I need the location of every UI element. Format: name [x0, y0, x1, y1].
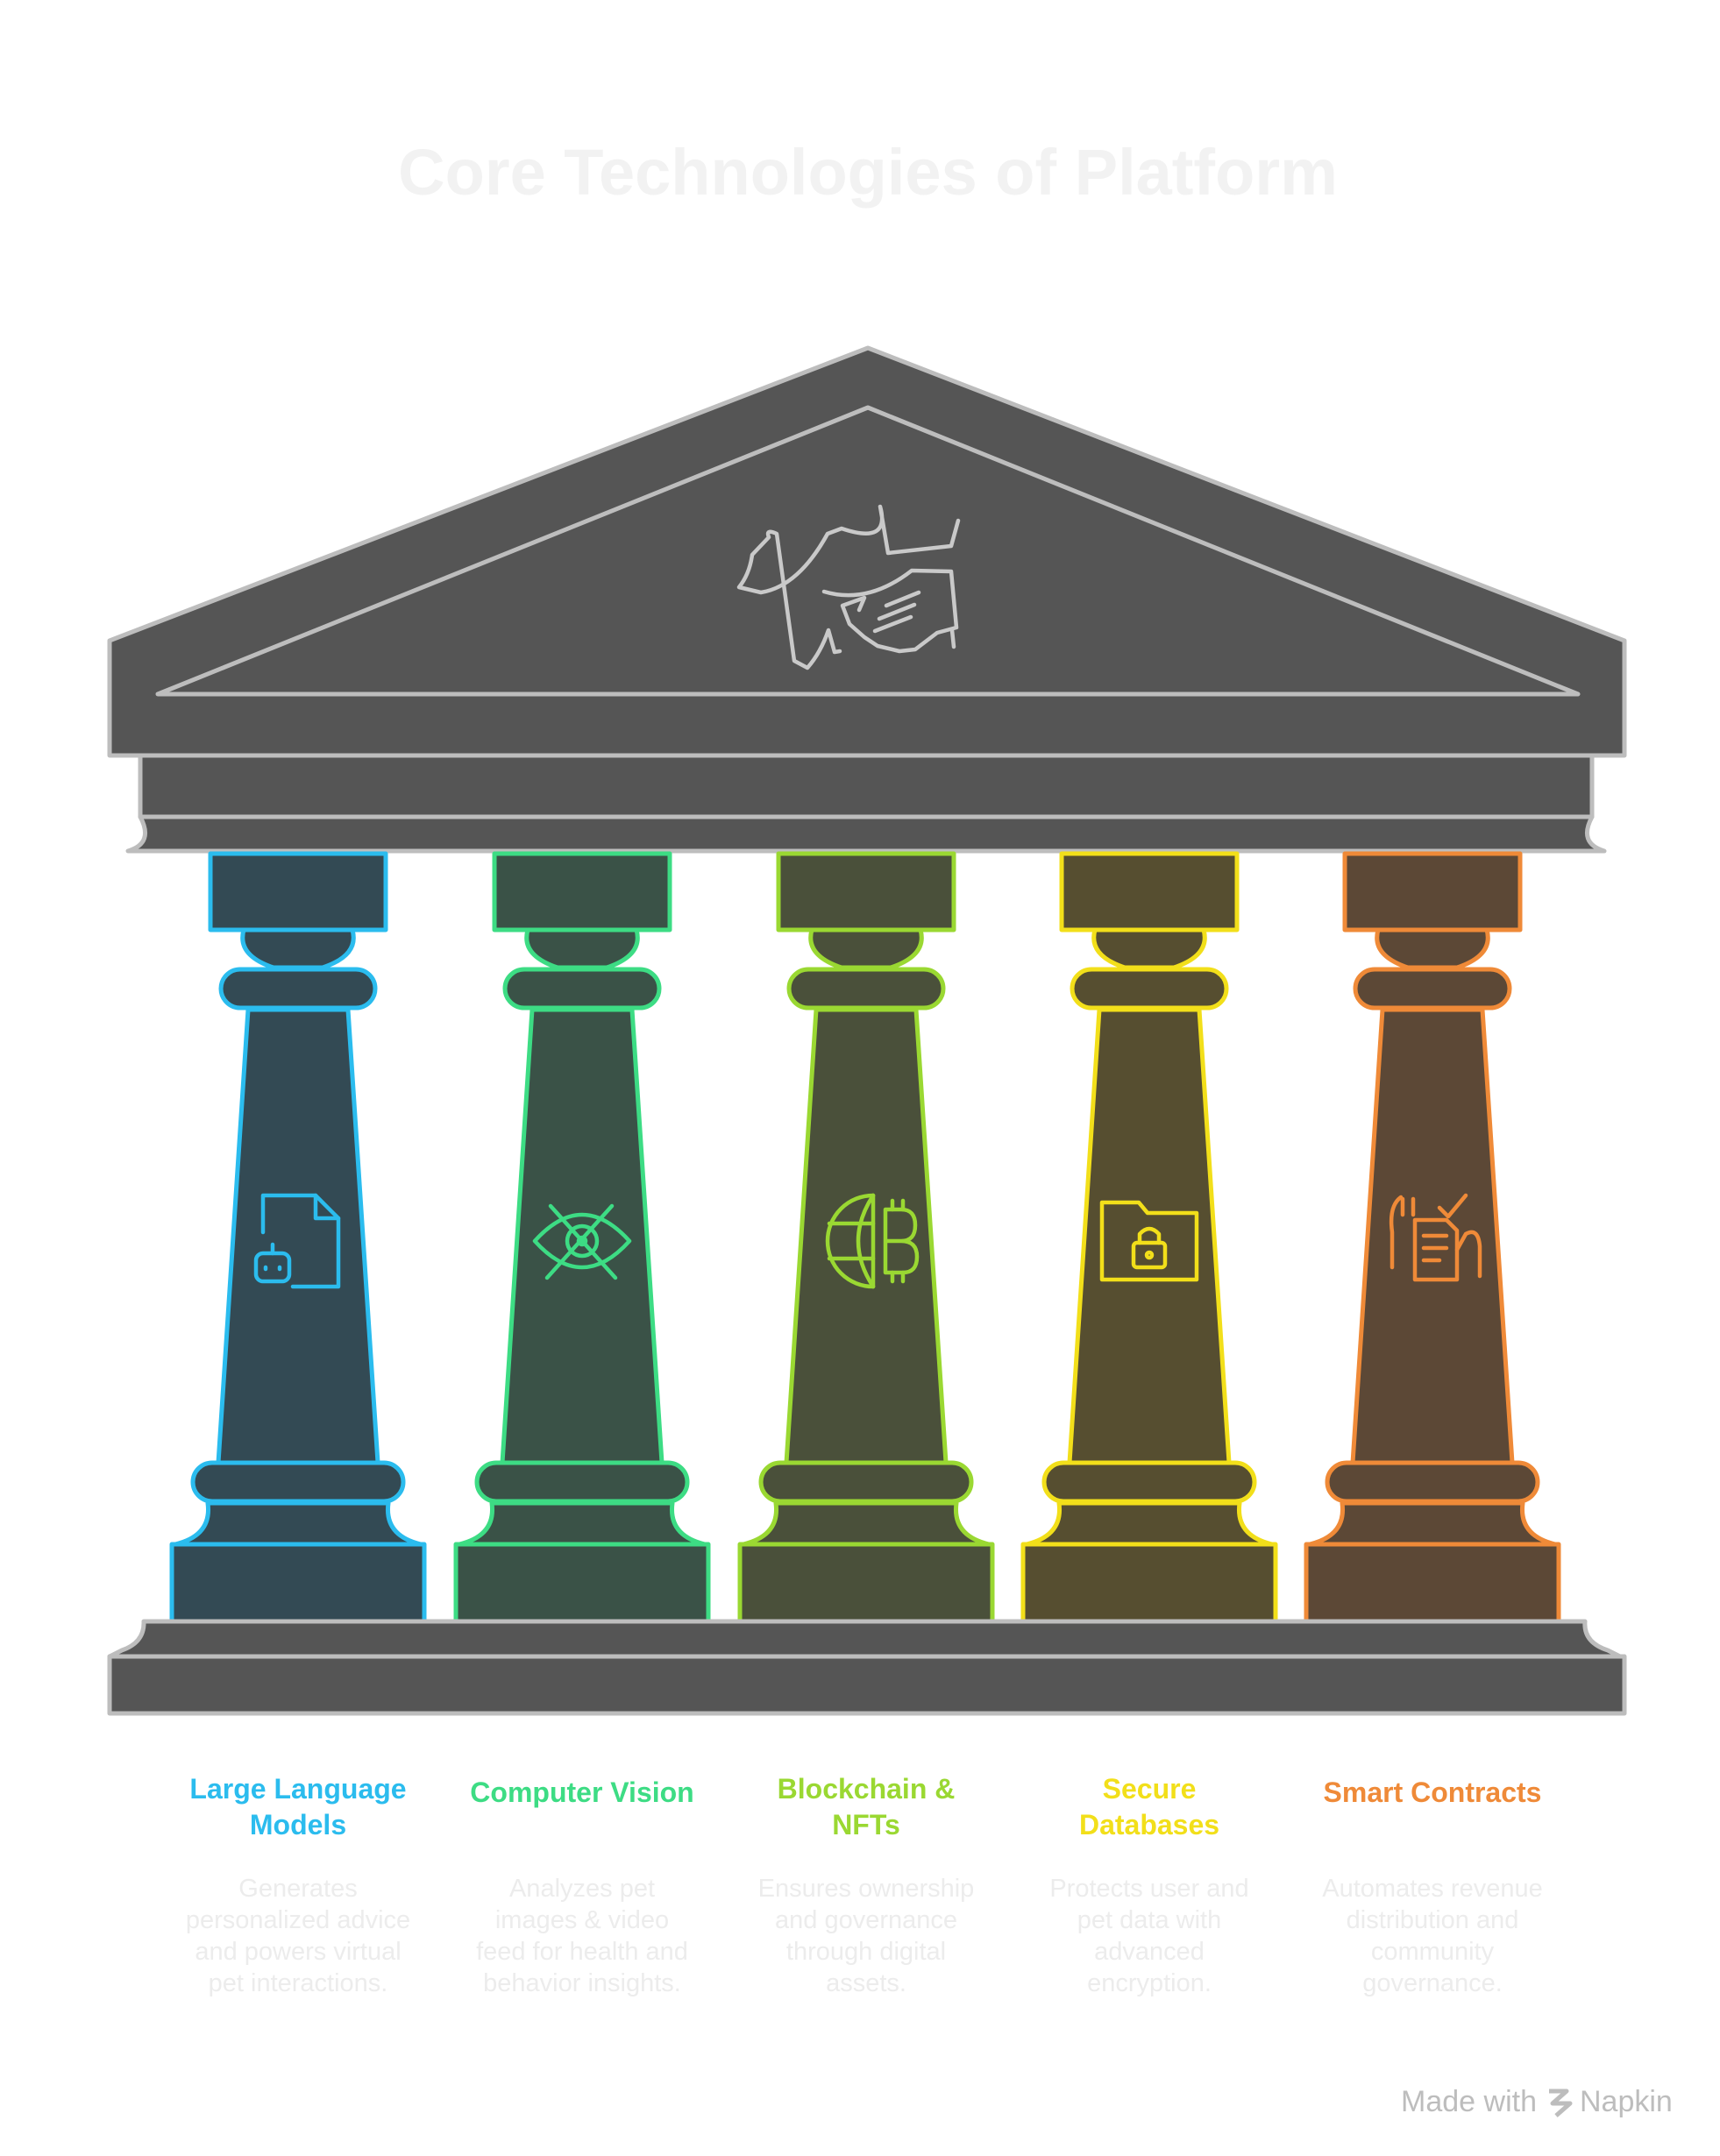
pillar-description-line: Automates revenue: [1322, 1875, 1542, 1903]
pillar-label-line: Computer Vision: [470, 1777, 693, 1808]
pillar-capital: [1059, 851, 1240, 933]
pillar-description-line: and governance: [775, 1906, 957, 1934]
pillar-upper-ring: [1353, 967, 1512, 1011]
pillar-capital: [492, 851, 672, 933]
pillar-description-line: Ensures ownership: [758, 1875, 975, 1903]
pillar-description-line: governance.: [1362, 1969, 1503, 1997]
napkin-watermark: Made with Napkin: [1401, 2085, 1673, 2118]
pillar-3: [737, 851, 995, 1624]
pillar-description: Ensures ownership and governance through d…: [758, 1875, 975, 1997]
dog-hand-icon: [736, 504, 961, 670]
pillar-label-line: Models: [250, 1809, 346, 1840]
locked-folder-icon: [1099, 1200, 1199, 1282]
pillar-description-line: images & video: [495, 1906, 669, 1934]
pillar-foot: [457, 1500, 707, 1547]
napkin-logo-icon: [1549, 2089, 1573, 2117]
temple-base: [107, 1619, 1627, 1716]
base-slab: [107, 1654, 1627, 1716]
eye-slash-icon: [532, 1203, 632, 1280]
capital-beam: [125, 814, 1607, 854]
temple-roof: [107, 345, 1627, 854]
pediment: [107, 345, 1627, 758]
pillar-description-line: behavior insights.: [483, 1969, 681, 1997]
pillar-plinth: [169, 1542, 427, 1624]
pillar-5: [1304, 851, 1561, 1624]
pillar-upper-ring: [502, 967, 662, 1011]
pillar-label: Secure Databases: [1079, 1773, 1219, 1840]
pillar-description-line: Analyzes pet: [509, 1875, 655, 1903]
pillar-description-line: Generates: [238, 1875, 357, 1903]
pillar-lower-ring: [1041, 1460, 1257, 1504]
pillar-capital: [1342, 851, 1523, 933]
pillar-description-line: advanced: [1094, 1938, 1205, 1966]
pillar-neck: [240, 927, 356, 970]
pillar-foot: [1024, 1500, 1275, 1547]
pillar-labels: Large Language Models Generates personalize…: [186, 1773, 1543, 1997]
pillar-shaft: [1067, 1007, 1232, 1465]
pillar-lower-ring: [758, 1460, 974, 1504]
pillar-2: [453, 851, 711, 1624]
pillar-description-line: encryption.: [1087, 1969, 1212, 1997]
entablature: [138, 753, 1595, 819]
pillar-plinth: [453, 1542, 711, 1624]
pillar-4: [1020, 851, 1278, 1624]
pillar-description-line: and powers virtual: [195, 1938, 401, 1966]
pillar-upper-ring: [218, 967, 378, 1011]
pillar-plinth: [737, 1542, 995, 1624]
pillar-plinth: [1020, 1542, 1278, 1624]
pillar-description-line: distribution and: [1347, 1906, 1519, 1934]
pillar-1: [169, 851, 427, 1624]
pillar-neck: [808, 927, 924, 970]
pillar-upper-ring: [786, 967, 946, 1011]
pillar-neck: [1375, 927, 1490, 970]
pillar-label-line: Secure: [1103, 1773, 1197, 1805]
pillar-lower-ring: [1325, 1460, 1540, 1504]
pillar-foot: [1307, 1500, 1558, 1547]
pillar-label: Blockchain & NFTs: [778, 1773, 956, 1840]
pillar-description-line: community: [1371, 1938, 1495, 1966]
pillar-lower-ring: [190, 1460, 406, 1504]
pillar-description-line: personalized advice: [186, 1906, 410, 1934]
watermark-prefix: Made with: [1401, 2085, 1537, 2118]
pillar-foot: [741, 1500, 991, 1547]
pillar-description-line: Protects user and: [1049, 1875, 1248, 1903]
pillar-label-line: Blockchain &: [778, 1773, 956, 1805]
contract-hands-icon: [1389, 1193, 1482, 1282]
pillar-upper-ring: [1070, 967, 1229, 1011]
pillar-shaft: [216, 1007, 380, 1465]
pillars: [169, 851, 1561, 1624]
pillar-label: Computer Vision: [470, 1777, 693, 1808]
pillar-label-line: NFTs: [832, 1809, 900, 1840]
watermark-brand: Napkin: [1580, 2085, 1673, 2118]
pillar-description: Generates personalized advice and powers v…: [186, 1875, 410, 1997]
pillar-neck: [524, 927, 640, 970]
robot-document-icon: [253, 1193, 341, 1289]
pillar-neck: [1091, 927, 1207, 970]
pillar-foot: [173, 1500, 423, 1547]
pillar-label-line: Smart Contracts: [1324, 1777, 1542, 1808]
pillar-description: Protects user and pet data with advanced en…: [1049, 1875, 1248, 1997]
pillar-plinth: [1304, 1542, 1561, 1624]
pillar-capital: [776, 851, 956, 933]
pillar-label-line: Large Language: [189, 1773, 406, 1805]
pillar-shaft: [784, 1007, 949, 1465]
pillar-description-line: feed for health and: [476, 1938, 688, 1966]
base-step: [107, 1619, 1623, 1659]
pillar-description-line: through digital: [786, 1938, 946, 1966]
pillar-lower-ring: [474, 1460, 690, 1504]
pillar-label: Large Language Models: [189, 1773, 406, 1840]
pillar-description: Analyzes pet images & video feed for healt…: [476, 1875, 688, 1997]
pillar-label: Smart Contracts: [1324, 1777, 1542, 1808]
pillar-label-line: Databases: [1079, 1809, 1219, 1840]
globe-bitcoin-icon: [825, 1193, 920, 1289]
pillar-description-line: assets.: [826, 1969, 906, 1997]
page-title: Core Technologies of Platform: [398, 136, 1338, 209]
pillar-description-line: pet interactions.: [209, 1969, 388, 1997]
pillar-capital: [208, 851, 388, 933]
pediment-inner-triangle: [155, 405, 1581, 697]
pillar-description: Automates revenue distribution and communi…: [1322, 1875, 1542, 1997]
pillar-description-line: pet data with: [1077, 1906, 1221, 1934]
